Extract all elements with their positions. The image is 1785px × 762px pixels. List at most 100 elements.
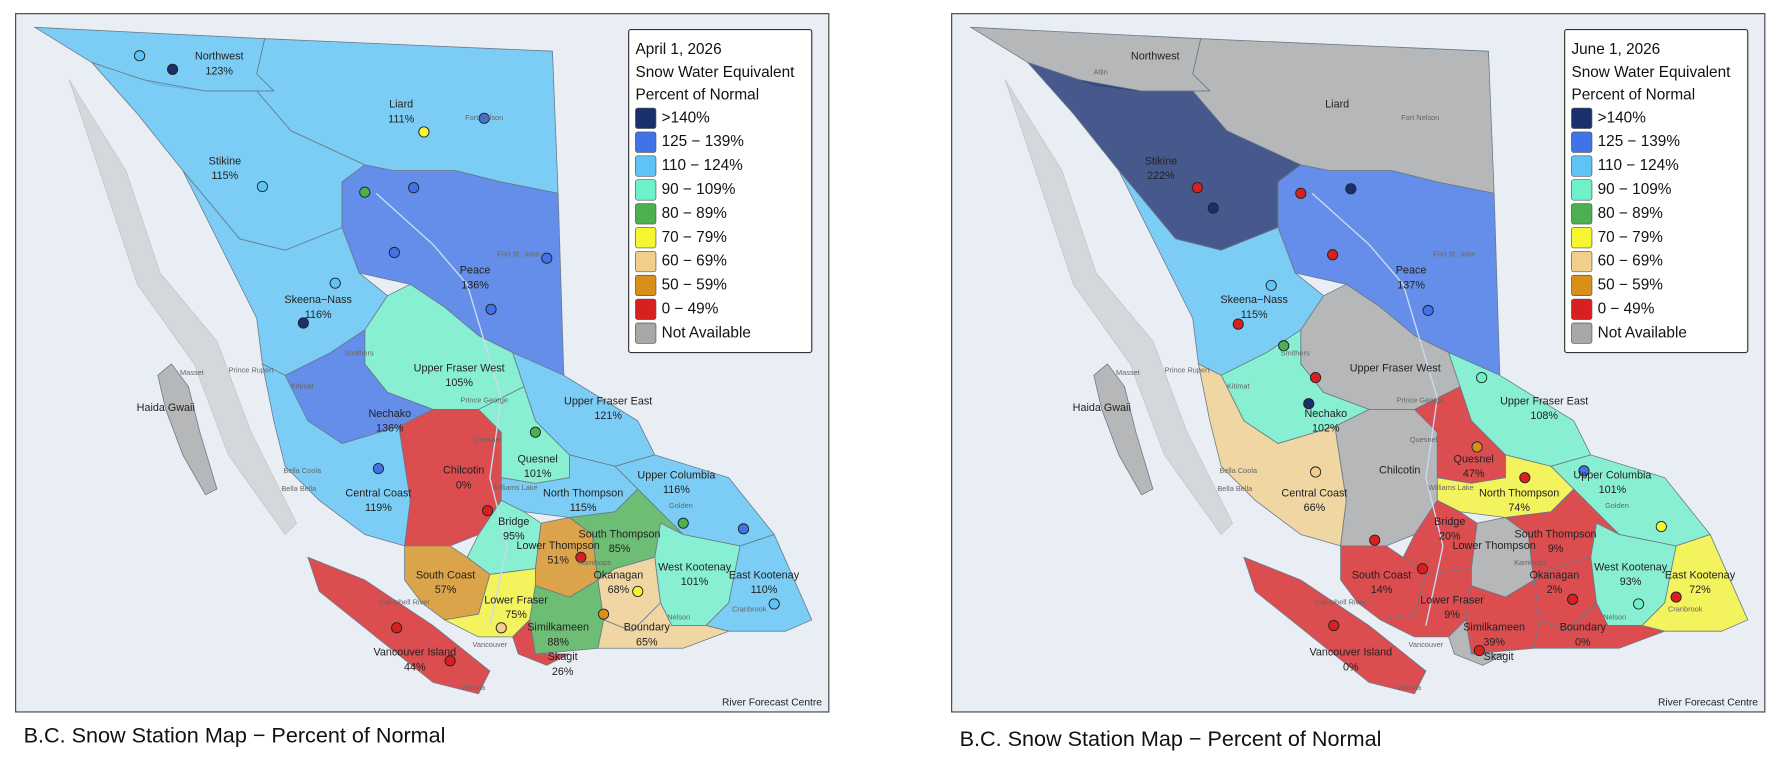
- snow-station: [1303, 398, 1315, 410]
- legend-swatch: [1571, 298, 1593, 320]
- town-label: Smithers: [345, 349, 374, 358]
- region-name: Skeena−Nass: [284, 294, 352, 306]
- credit: River Forecast Centre: [722, 698, 822, 709]
- region-percent: 102%: [1312, 423, 1340, 435]
- snow-station: [485, 303, 497, 315]
- region-name: Boundary: [624, 622, 671, 634]
- region-name: Lower Fraser: [1420, 594, 1484, 606]
- legend-label: 80 − 89%: [662, 205, 728, 222]
- snow-station: [482, 505, 494, 517]
- legend-label: 60 − 69%: [662, 253, 728, 270]
- snow-station: [1295, 187, 1307, 199]
- town-label: Cranbrook: [732, 605, 767, 614]
- legend-title: April 1, 2026: [635, 41, 721, 58]
- snow-station: [575, 551, 587, 563]
- region-name: Skagit: [1484, 651, 1514, 663]
- region-name: Bridge: [1434, 516, 1465, 528]
- region-percent: 101%: [681, 576, 709, 588]
- legend-label: Not Available: [1598, 324, 1687, 341]
- snow-station: [1328, 619, 1340, 632]
- legend-swatch: [1571, 227, 1593, 249]
- town-label: Smithers: [1281, 349, 1310, 358]
- town-label: Bella Coola: [1219, 466, 1258, 475]
- region-percent: 85%: [609, 543, 631, 555]
- region-name: Vancouver Island: [1310, 647, 1393, 659]
- region-percent: 115%: [1241, 309, 1268, 321]
- town-label: Prince Rupert: [1165, 366, 1210, 375]
- region-name: Liard: [1325, 98, 1349, 110]
- region-percent: 0%: [456, 479, 472, 491]
- town-label: Bella Bella: [1217, 484, 1253, 493]
- snow-station: [444, 655, 456, 667]
- legend-swatch: [635, 274, 657, 297]
- region-percent: 136%: [376, 423, 404, 435]
- region-name: Nechako: [1305, 408, 1348, 420]
- snow-station: [297, 317, 309, 329]
- region-name: Vancouver Island: [374, 647, 457, 659]
- legend-label: 110 − 124%: [662, 157, 744, 174]
- region-name: Upper Columbia: [1573, 469, 1651, 481]
- town-label: Masset: [1116, 368, 1140, 377]
- region-name: Northwest: [1131, 51, 1180, 63]
- legend-swatch: [635, 107, 657, 129]
- region-name: Okanagan: [1530, 569, 1580, 581]
- legend-label: 50 − 59%: [1598, 277, 1664, 294]
- region-name: Similkameen: [1463, 622, 1525, 634]
- snow-station: [1369, 534, 1381, 546]
- region-percent: 68%: [608, 584, 630, 596]
- legend-label: Not Available: [662, 324, 751, 341]
- legend-label: 110 − 124%: [1598, 157, 1680, 174]
- snow-station: [1310, 372, 1322, 384]
- region-percent: 9%: [1444, 609, 1460, 621]
- region-percent: 47%: [1463, 468, 1485, 480]
- region: [512, 619, 570, 666]
- region-name: Skagit: [548, 651, 578, 663]
- town-label: Fort St. John: [497, 250, 539, 259]
- town-label: Campbell River: [379, 598, 430, 607]
- snow-station: [1310, 466, 1322, 478]
- legend-swatch: [635, 203, 657, 225]
- legend-swatch: [635, 131, 657, 153]
- region-percent: 75%: [505, 609, 527, 621]
- legend-swatch: [635, 322, 657, 344]
- snow-station: [134, 50, 146, 62]
- snow-station: [1567, 593, 1579, 605]
- town-label: Kitimat: [1227, 382, 1250, 391]
- region: [597, 602, 731, 649]
- credit: River Forecast Centre: [1658, 698, 1758, 709]
- snow-station: [256, 180, 269, 193]
- region-name: Central Coast: [1281, 487, 1347, 499]
- snow-station: [1207, 202, 1219, 214]
- town-label: Williams Lake: [1428, 483, 1474, 492]
- region-name: Upper Fraser West: [414, 362, 505, 374]
- town-label: Prince George: [1396, 395, 1444, 404]
- region: [705, 534, 813, 632]
- snow-station: [1519, 472, 1531, 484]
- region-name: Upper Fraser East: [1500, 395, 1588, 407]
- legend-label: 60 − 69%: [1598, 253, 1664, 270]
- legend-label: 125 − 139%: [1598, 133, 1681, 150]
- region-percent: 115%: [570, 502, 597, 514]
- legend-swatch: [1571, 322, 1593, 344]
- region-name: West Kootenay: [658, 561, 732, 573]
- snow-station: [1471, 441, 1483, 453]
- snow-station: [359, 186, 371, 198]
- legend-swatch: [635, 227, 657, 249]
- region-percent: 116%: [663, 484, 690, 496]
- region-name: South Thompson: [1515, 528, 1597, 540]
- legend-box: [1564, 29, 1749, 354]
- town-label: Vancouver: [473, 640, 508, 649]
- region-percent: 121%: [594, 410, 622, 422]
- town-label: Kamloops: [1514, 558, 1547, 567]
- town-label: Quesnel: [474, 435, 502, 444]
- legend-swatch: [635, 155, 657, 177]
- snow-station: [1578, 465, 1590, 477]
- legend-swatch: [1571, 155, 1593, 177]
- snow-station: [372, 463, 385, 475]
- map-panel: Fort Nelson Fort St. John Prince George Pri…: [15, 13, 830, 748]
- region-percent: 14%: [1371, 584, 1393, 596]
- legend-title: Percent of Normal: [1571, 87, 1695, 104]
- town-label: Kitimat: [291, 382, 314, 391]
- region-percent: 110%: [751, 584, 778, 596]
- town-label: Prince Rupert: [229, 366, 274, 375]
